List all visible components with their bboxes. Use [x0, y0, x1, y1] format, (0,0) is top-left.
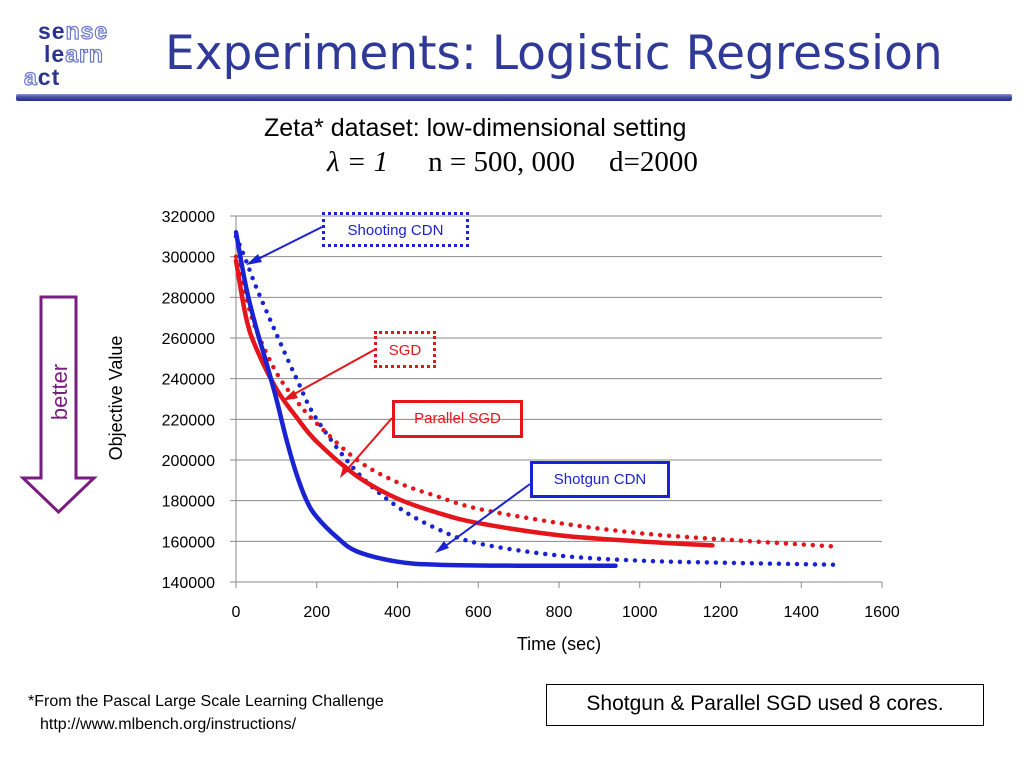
y-tick-label: 320000 — [162, 209, 215, 226]
sgd-label: SGD — [374, 331, 436, 368]
x-tick-label: 1400 — [783, 604, 819, 621]
sgd-arrowhead — [282, 390, 298, 401]
y-tick-label: 200000 — [162, 453, 215, 470]
y-tick-label: 140000 — [162, 575, 215, 592]
chart-series — [233, 230, 836, 569]
x-tick-label: 200 — [303, 604, 330, 621]
better-arrow: better — [19, 295, 98, 515]
x-axis-label: Time (sec) — [517, 634, 601, 654]
x-tick-label: 1200 — [703, 604, 739, 621]
chart-subtitle: Zeta* dataset: low-dimensional setting — [264, 114, 687, 142]
x-tick-label: 400 — [384, 604, 411, 621]
parallel-sgd-arrow — [343, 417, 393, 474]
x-tick-label: 600 — [465, 604, 492, 621]
footnote: *From the Pascal Large Scale Learning Ch… — [28, 690, 384, 736]
y-tick-label: 160000 — [162, 534, 215, 551]
y-tick-label: 260000 — [162, 331, 215, 348]
x-tick-label: 1000 — [622, 604, 658, 621]
lambda-param: λ = 1 — [327, 146, 389, 178]
y-tick-label: 220000 — [162, 412, 215, 429]
shooting-cdn-label: Shooting CDN — [322, 212, 469, 247]
x-tick-label: 0 — [232, 604, 241, 621]
sense-learn-act-logo: sense learn act — [22, 18, 122, 92]
parallel-sgd-label: Parallel SGD — [392, 400, 523, 438]
logo-line-1: sense — [38, 18, 109, 44]
n-param: n = 500, 000 — [428, 146, 575, 178]
parameters-line: λ = 1 n = 500, 000 d=2000 — [327, 146, 698, 179]
shotgun-cdn-label: Shotgun CDN — [530, 461, 670, 498]
logo-line-3: act — [23, 64, 61, 90]
parallel-sgd-arrowhead — [340, 463, 351, 478]
chart-axes — [230, 215, 883, 588]
cores-note-box: Shotgun & Parallel SGD used 8 cores. — [546, 684, 984, 726]
series-line-shotgun-cdn — [233, 230, 618, 569]
shooting-cdn-arrowhead — [246, 254, 262, 265]
footnote-url: http://www.mlbench.org/instructions/ — [40, 716, 297, 733]
shooting-cdn-arrow — [249, 226, 323, 264]
annotation-arrows — [246, 226, 531, 553]
series-line-sgd — [233, 254, 836, 549]
better-arrow-shape — [19, 295, 98, 515]
d-param: d=2000 — [609, 146, 698, 178]
x-tick-label: 800 — [546, 604, 573, 621]
y-axis-label: Objective Value — [106, 336, 126, 461]
shotgun-cdn-arrowhead — [435, 541, 449, 553]
sgd-arrow — [286, 349, 375, 399]
y-tick-label: 300000 — [162, 250, 215, 267]
y-tick-label: 240000 — [162, 372, 215, 389]
y-tick-label: 180000 — [162, 494, 215, 511]
series-line-shooting-cdn — [233, 234, 836, 567]
shotgun-cdn-arrow — [439, 483, 531, 551]
x-tick-label: 1600 — [864, 604, 900, 621]
footnote-line-1: *From the Pascal Large Scale Learning Ch… — [28, 693, 384, 710]
series-line-parallel-sgd — [233, 258, 715, 548]
logo-line-2: learn — [44, 41, 104, 67]
chart-tick-labels: 140000 160000 180000 200000 220000 240000 2600… — [162, 209, 900, 621]
y-tick-label: 280000 — [162, 290, 215, 307]
title-underline — [16, 94, 1012, 101]
page-title: Experiments: Logistic Regression — [165, 26, 943, 81]
better-label: better — [47, 364, 72, 420]
